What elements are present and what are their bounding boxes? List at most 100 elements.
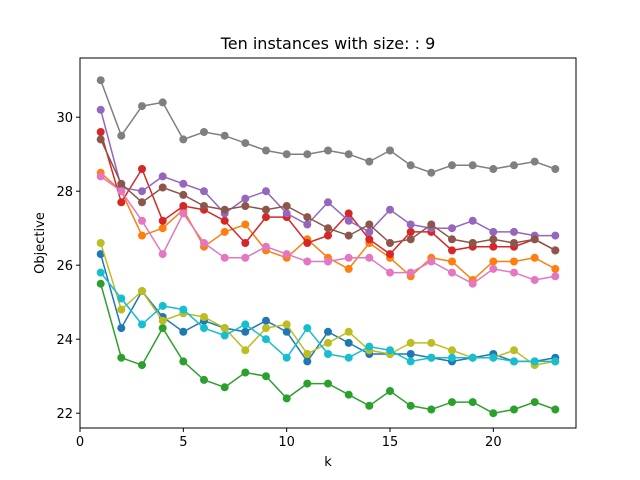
series-7-point [117, 187, 126, 196]
series-5-point [241, 194, 250, 203]
series-4-point [303, 239, 312, 247]
series-4-point [489, 242, 498, 251]
series-7-point [303, 257, 312, 266]
series-4-point [365, 235, 374, 244]
series-3-point [282, 394, 291, 403]
series-8-point [117, 131, 126, 140]
series-8-point [158, 98, 167, 107]
x-tick-label: 20 [485, 435, 502, 450]
series-9-point [117, 305, 126, 314]
series-9-point [200, 313, 208, 321]
series-4-point [158, 216, 167, 225]
series-3-point [262, 372, 270, 381]
series-6-point [365, 220, 374, 229]
x-tick-label: 15 [382, 435, 399, 450]
series-8-point [386, 146, 394, 155]
series-10-point [262, 335, 270, 344]
series-9-point [344, 327, 353, 336]
series-5-point [365, 227, 374, 236]
series-10-point [427, 353, 436, 362]
series-10-point [282, 353, 291, 362]
plot-area-frame [79, 57, 577, 429]
series-9-point [282, 320, 291, 329]
series-5-point [324, 198, 332, 207]
series-2-point [158, 224, 167, 233]
series-1-point [96, 250, 105, 259]
series-5-point [282, 209, 291, 218]
series-8-point [448, 161, 456, 170]
y-tick-label: 22 [56, 407, 73, 422]
series-7-point [262, 242, 270, 251]
series-8-point [200, 128, 208, 136]
series-2-point [489, 257, 498, 266]
series-1-point [303, 357, 312, 366]
series-8-point [96, 76, 105, 85]
series-8-point [282, 150, 291, 159]
series-2-point [551, 264, 560, 273]
series-5-point [406, 220, 415, 229]
series-4-point [406, 227, 415, 236]
series-5 [96, 105, 560, 240]
series-4-point [324, 231, 332, 240]
series-2-point [510, 257, 518, 266]
series-4-point [344, 209, 353, 218]
series-10-point [448, 353, 456, 362]
x-axis-title: k [324, 455, 332, 470]
series-layer [96, 76, 560, 418]
series-8-point [344, 150, 353, 159]
series-6-point [406, 235, 415, 244]
series-7-point [551, 272, 560, 281]
series-7-point [468, 279, 477, 288]
series-10-point [179, 305, 188, 314]
series-7-point [489, 264, 498, 273]
series-8-point [427, 168, 436, 177]
series-1-point [406, 350, 415, 358]
series-8-point [510, 161, 518, 170]
series-9-point [427, 338, 436, 347]
series-10-line [100, 272, 556, 363]
series-4-point [262, 213, 270, 222]
series-7-point [344, 253, 353, 262]
series-8-point [406, 161, 415, 170]
series-8 [96, 76, 560, 177]
series-8-point [179, 135, 188, 144]
series-9-point [510, 346, 518, 355]
series-7-point [365, 253, 374, 262]
series-6-point [220, 205, 229, 214]
series-3-point [241, 368, 250, 377]
series-4-point [179, 202, 188, 210]
series-1-point [117, 324, 126, 333]
series-3-point [406, 401, 415, 410]
series-6-point [96, 135, 105, 144]
series-6-point [241, 202, 250, 210]
series-6-point [262, 205, 270, 214]
series-8-point [324, 146, 332, 155]
series-7-point [386, 268, 394, 277]
series-7-point [220, 253, 229, 262]
series-3-point [158, 324, 167, 333]
series-8-point [138, 102, 146, 111]
series-5-point [138, 187, 146, 196]
series-3-point [468, 398, 477, 407]
series-10-point [241, 320, 250, 329]
series-2-point [448, 257, 456, 266]
series-8-point [365, 157, 374, 166]
series-3-point [530, 398, 539, 407]
series-10-point [200, 324, 208, 333]
y-tick-label: 24 [56, 333, 73, 348]
series-4-point [117, 198, 126, 207]
series-8-line [99, 79, 556, 174]
series-7-point [448, 268, 456, 277]
series-8-point [220, 131, 229, 140]
series-3-point [344, 390, 353, 399]
series-10-point [386, 346, 394, 355]
series-4-point [448, 246, 456, 255]
series-9-point [406, 338, 415, 347]
series-5-point [179, 179, 188, 188]
series-4-point [138, 165, 146, 173]
series-3-point [117, 353, 126, 362]
series-8-point [489, 165, 498, 173]
x-tick-label: 10 [278, 435, 295, 450]
x-tick-label: 0 [76, 435, 84, 450]
